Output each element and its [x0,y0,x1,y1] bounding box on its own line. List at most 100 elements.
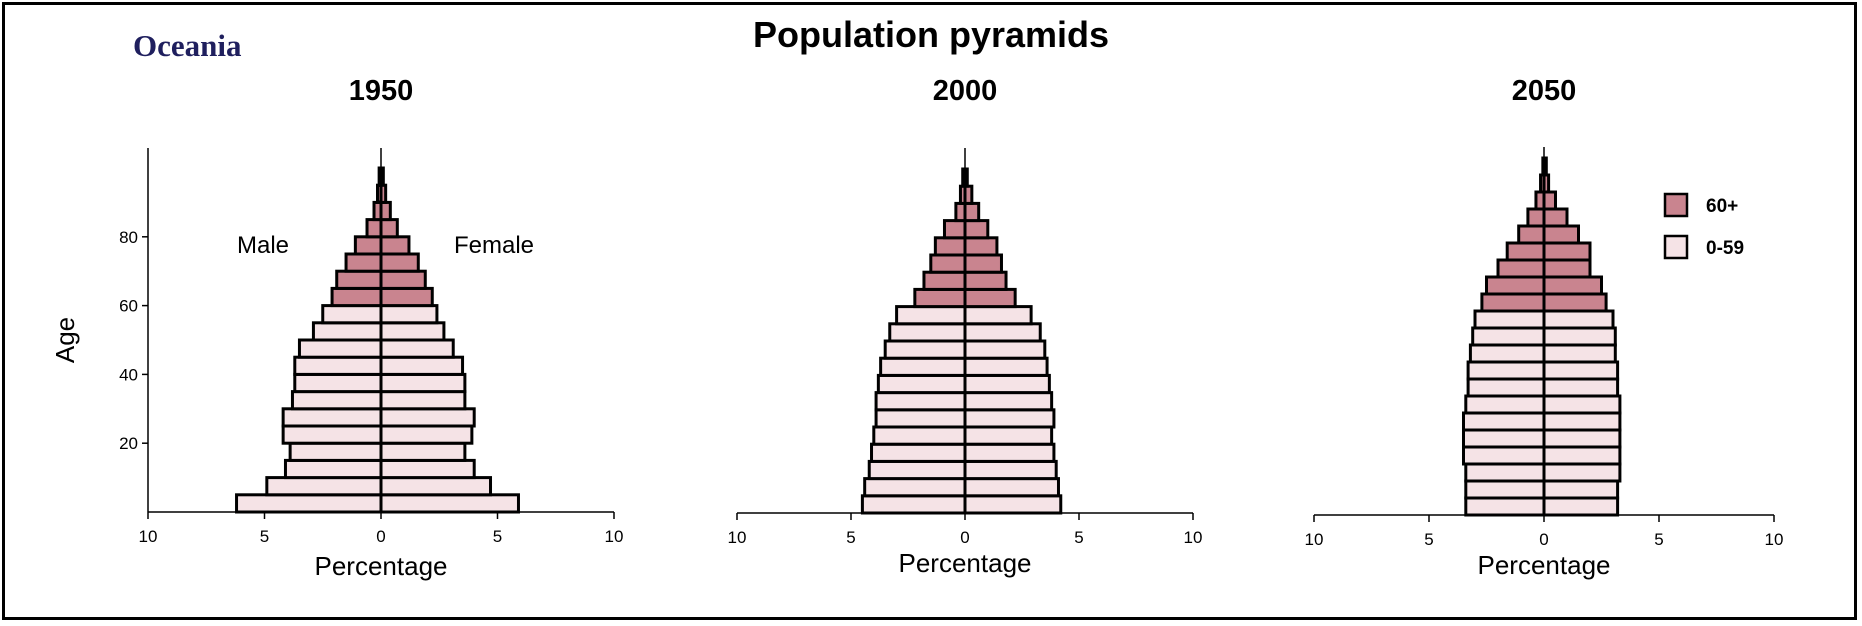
panel-2050-male-bar [1462,445,1546,466]
male-annotation: Male [237,232,289,259]
panel-1950-female-bar [379,286,434,308]
panel-2000-male-bar [872,425,967,446]
panel-1950-female-bar [379,321,446,342]
panel-2000-male-bar [860,494,967,515]
panel-2050-male-bar [1517,224,1546,245]
region-label: Oceania [133,28,242,63]
panel-1950-x-tick-label: 0 [376,527,385,546]
panel-2000-female-bar [963,339,1047,360]
panel-1950-male-bar [353,235,383,256]
panel-2000-male-bar [942,219,967,240]
panel-2050-x-tick-label: 10 [1765,530,1784,549]
panel-2050-female-bar [1542,462,1622,483]
panel-1950-female-bar [379,424,474,445]
panel-2000-male-bar [883,339,967,360]
panel-1950-subtitle: 1950 [349,75,414,107]
panel-2050-male-bar [1496,258,1546,279]
panel-2000-female-bar [963,236,999,257]
panel-1950-male-bar [297,338,383,359]
panel-1950-male-bar [281,424,383,445]
panel-2000-female-bar [963,442,1056,463]
panel-1950-male-bar [293,372,383,394]
panel-1950-male-bar [265,476,383,497]
panel-2050-male-bar [1505,241,1546,262]
panel-2000-female-bar [963,322,1042,343]
panel-2000-x-axis-label: Percentage [899,548,1032,578]
panel-2050-x-tick-label: 5 [1654,530,1663,549]
panel-2050-subtitle: 2050 [1512,75,1577,107]
panel-1950-female-bar [379,372,467,394]
panel-2000-male-bar [888,322,967,343]
panel-2000-x-tick-label: 10 [1184,528,1203,547]
panel-2050-female-bar [1542,496,1620,517]
legend-swatch [1663,234,1689,260]
panel-2050-male-bar [1485,275,1546,296]
panel-2050-male-bar [1464,496,1546,517]
panel-1950-male-bar [311,321,383,342]
panel-1950-y-axis-label: Age [50,317,80,363]
panel-1950-female-bar [379,493,520,514]
panel-2050-female-bar [1542,360,1620,381]
panel-2000-male-bar [870,442,967,463]
panel-2050-female-bar [1542,190,1557,211]
panel-1950-female-bar [379,407,476,428]
panel-2000-female-bar [963,356,1049,377]
female-annotation: Female [454,232,534,259]
panel-2000-female-bar [963,459,1058,481]
panel-1950-male-bar [281,407,383,428]
panel-1950-female-bar [379,200,392,222]
panel-2050-x-tick-label: 5 [1424,530,1433,549]
panel-2000-male-bar [933,236,967,257]
panel-1950-y-tick-label: 40 [119,365,138,384]
panel-2000-male-bar [874,391,967,412]
panel-2000-x-tick-label: 5 [846,528,855,547]
panel-1950-female-bar [379,235,411,256]
panel-2050-x-tick-label: 10 [1305,530,1324,549]
panel-1950-x-tick-label: 10 [605,527,624,546]
panel-1950-male-bar [330,286,383,308]
panel-1950-female-bar [379,252,420,273]
legend-label: 0-59 [1706,238,1744,259]
panel-2050-female-bar [1542,309,1615,330]
panel-1950-x-tick-label: 10 [139,527,158,546]
panel-1950-male-bar [235,493,383,514]
panel-2050-male-bar [1462,411,1546,432]
panel-2050-female-bar [1542,292,1608,313]
panel-2000-female-bar [963,270,1008,291]
panel-2000-male-bar [879,356,967,377]
panel-2050-male-bar [1473,309,1546,330]
panel-2050-female-bar [1542,377,1620,398]
panel-2000-female-bar [963,305,1033,326]
panel-2000-x-tick-label: 0 [960,528,969,547]
panel-2050-female-bar [1542,479,1620,500]
panel-1950-y-tick-label: 80 [119,228,138,247]
panel-2000-male-bar [895,305,967,326]
panel-1950-x-tick-label: 5 [493,527,502,546]
panel-2050-female-bar [1542,275,1603,296]
panel-2050-female-bar [1542,326,1617,347]
panel-2050-male-bar [1466,377,1546,398]
panel-2000-female-bar [963,201,981,223]
panel-2000-female-bar [963,477,1060,498]
panel-1950-male-bar [288,441,383,462]
panel-2000-x-tick-label: 5 [1074,528,1083,547]
panel-2050-male-bar [1480,292,1546,313]
panel-1950-male-bar [293,355,383,376]
panel-2050-female-bar [1542,241,1592,262]
panel-2050-x-tick-label: 0 [1539,530,1548,549]
panel-1950-female-bar [379,218,399,239]
panel-2050-female-bar [1542,207,1569,228]
panel-2000-male-bar [913,287,967,309]
panel-2050-female-bar [1542,411,1622,432]
panel-2000-female-bar [963,425,1054,446]
panel-2050-female-bar [1542,258,1592,279]
panel-1950-female-bar [379,476,493,497]
panel-1950-y-tick-label: 20 [119,434,138,453]
panel-1950-y-tick-label: 60 [119,297,138,316]
panel-1950-male-bar [283,458,383,480]
panel-2050-male-bar [1471,326,1546,347]
panel-2000-female-bar [963,253,1003,274]
panel-2000-subtitle: 2000 [933,75,998,107]
